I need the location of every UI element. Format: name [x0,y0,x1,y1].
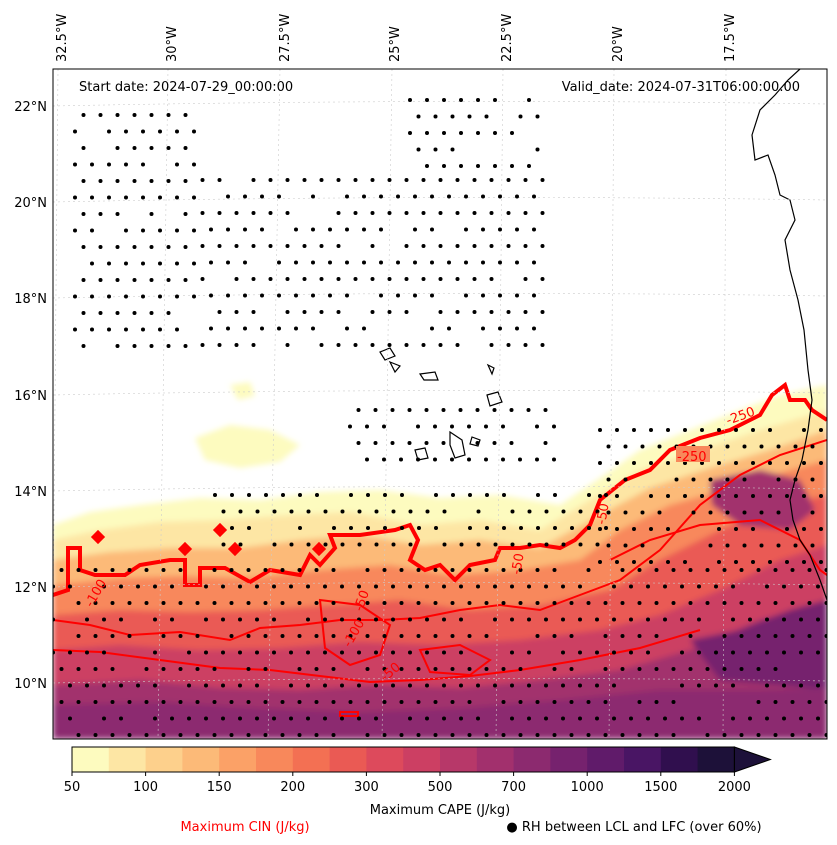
colorbar-title: Maximum CAPE (J/kg) [370,803,510,818]
colorbar-segment [660,747,699,772]
colorbar-segment [366,747,404,772]
colorbar-segment [476,747,515,772]
colorbar-segment [587,747,625,772]
coastline [379,69,827,601]
cin-contour-label: -50 [509,552,527,576]
colorbar-tick-label: 150 [207,780,232,795]
cin-legend-label: Maximum CIN (J/kg) [180,820,309,835]
colorbar-tick-label: 100 [133,780,158,795]
colorbar-tick-label: 700 [501,780,526,795]
map-frame [52,68,828,740]
colorbar-segment [145,747,183,772]
lon-label: 25°W [388,26,403,62]
graticule [53,69,827,739]
colorbar-tick-label: 50 [64,780,81,795]
colorbar-segment [182,747,220,772]
colorbar-segment [219,747,257,772]
colorbar-extend-arrow [733,746,772,773]
lon-label: 27.5°W [278,14,293,62]
valid-date-label: Valid_date: 2024-07-31T06:00:00.00 [562,80,800,95]
colorbar-segment [108,747,147,772]
lon-label: 20°W [611,26,626,62]
colorbar-tick-label: 500 [428,780,453,795]
lat-label: 22°N [14,100,47,115]
colorbar-tick-label: 300 [354,780,379,795]
colorbar-segment [256,747,294,772]
cin-contour-label: -50 [594,502,612,526]
cin-contour-label: -250 [677,450,707,465]
start-date-label: Start date: 2024-07-29_00:00:00 [79,80,293,95]
colorbar-segment [329,747,367,772]
lat-label: 12°N [14,581,47,596]
lon-label: 32.5°W [55,14,70,62]
colorbar-tick-label: 1000 [571,780,604,795]
colorbar-segment [292,747,331,772]
cape-colorbar [71,746,772,773]
colorbar-tick-label: 2000 [718,780,751,795]
longitude-labels: 32.5°W 30°W 27.5°W 25°W 22.5°W 20°W 17.5… [55,14,738,62]
colorbar-segment [440,747,478,772]
lon-label: 30°W [165,26,180,62]
lat-label: 16°N [14,389,47,404]
lat-label: 10°N [14,677,47,692]
lat-label: 18°N [14,292,47,307]
latitude-labels: 22°N 20°N 18°N 16°N 14°N 12°N 10°N [14,100,47,692]
colorbar-segment [403,747,441,772]
lat-label: 14°N [14,485,47,500]
rh-legend-label: ● RH between LCL and LFC (over 60%) [506,820,761,835]
colorbar-segment [550,747,588,772]
colorbar-segment [624,747,662,772]
rh-dot-field [53,98,827,737]
colorbar-segment [513,747,551,772]
map-content [53,69,827,739]
lon-label: 17.5°W [723,14,738,62]
colorbar-ticks: 50 100 150 200 300 500 700 1000 1500 2000 [64,772,751,795]
colorbar-tick-label: 200 [280,780,305,795]
lon-label: 22.5°W [500,14,515,62]
cin-contour-label: -50 [352,588,373,613]
colorbar-tick-label: 1500 [644,780,677,795]
lat-label: 20°N [14,196,47,211]
colorbar-frame [71,746,735,773]
colorbar-segment [697,747,735,772]
colorbar-segment [72,747,110,772]
